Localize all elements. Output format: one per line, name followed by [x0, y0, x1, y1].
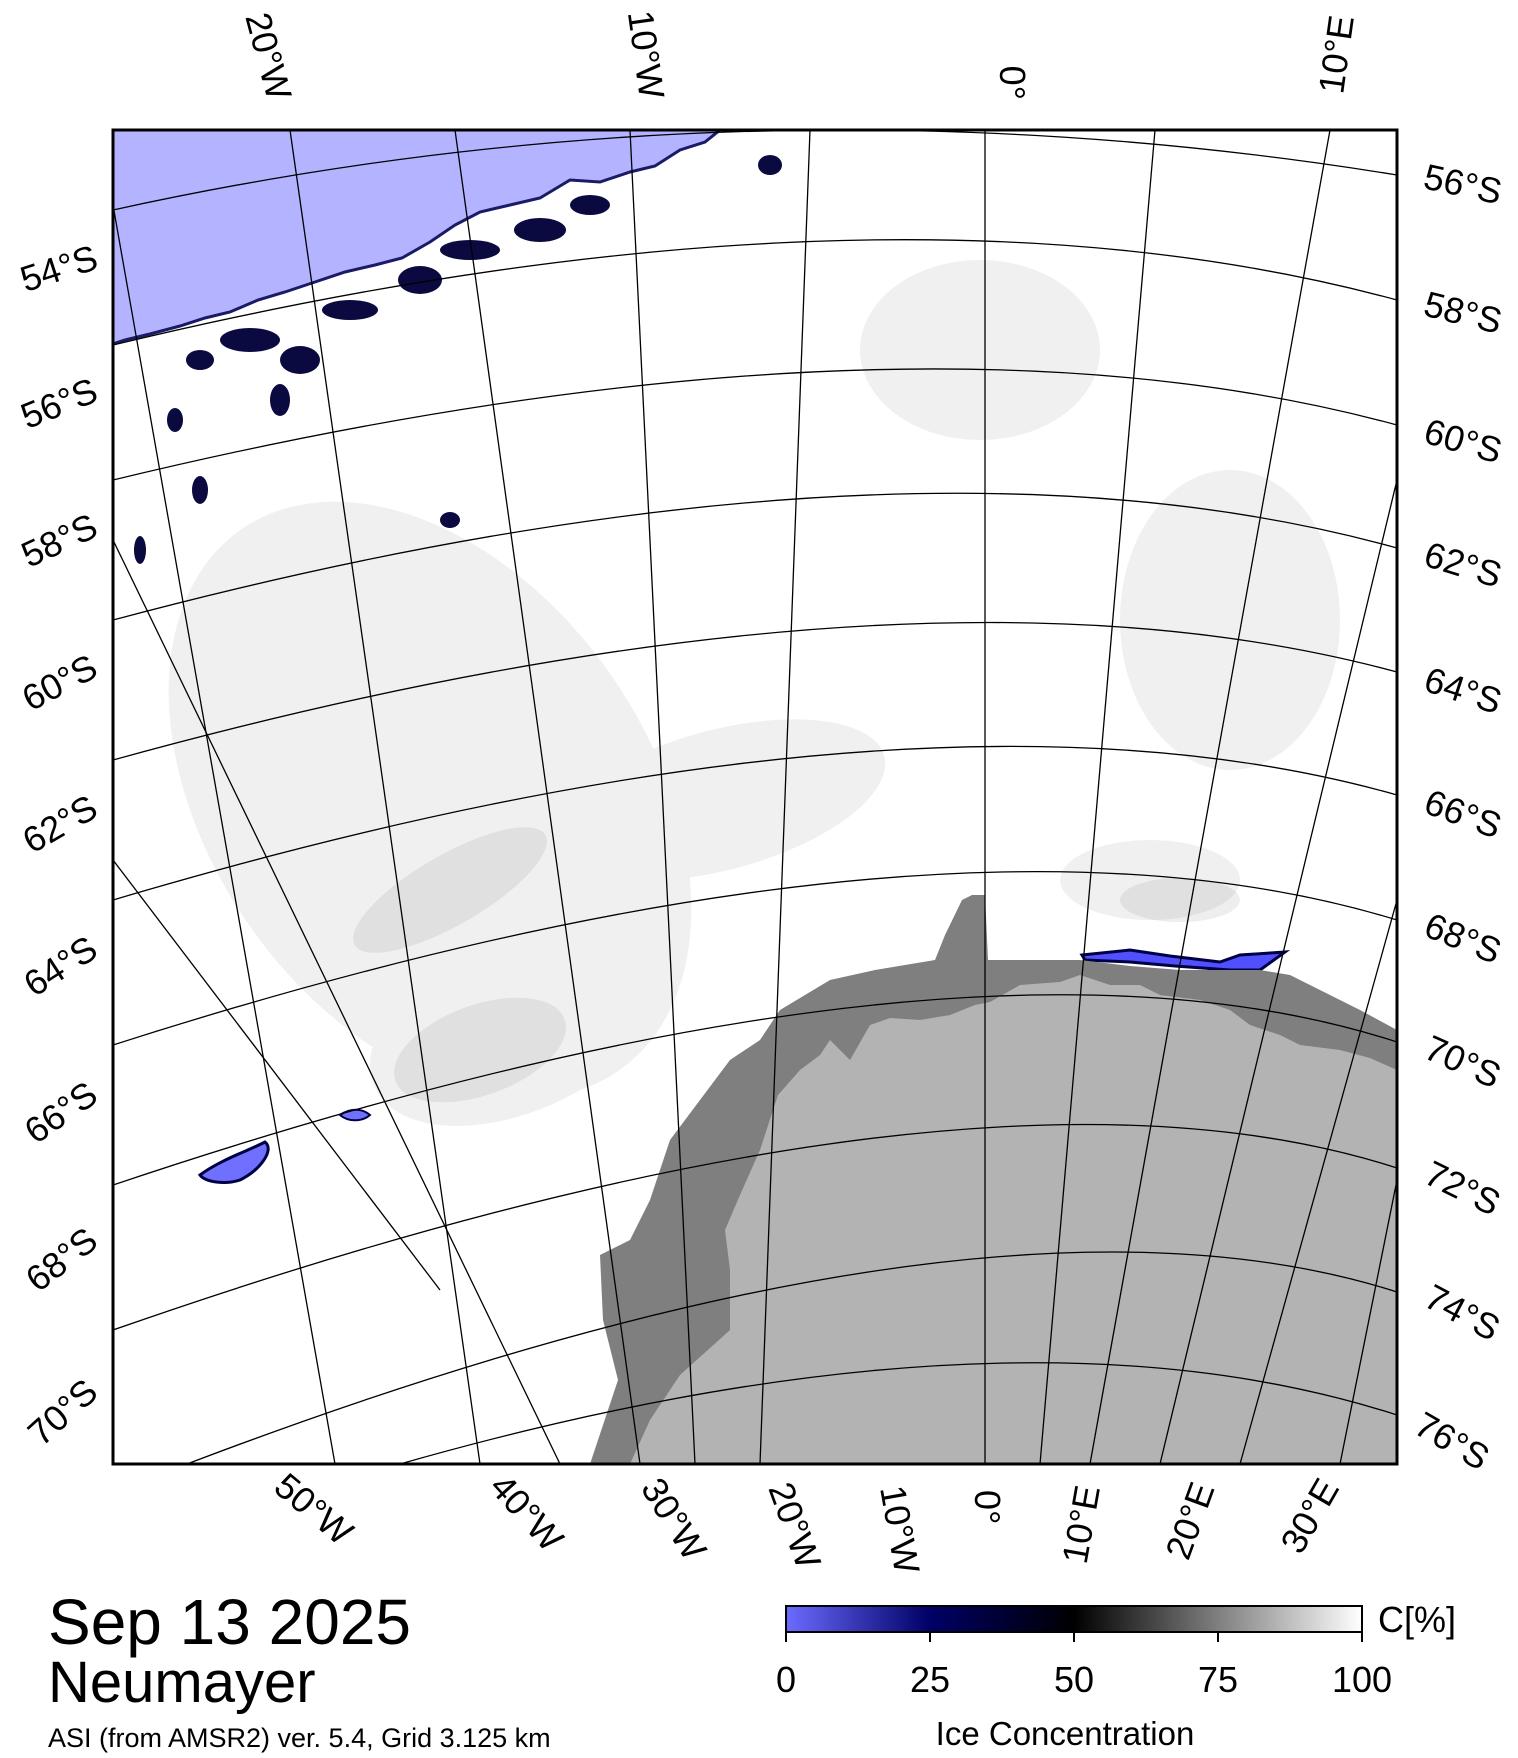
meridian-line [1339, 1179, 1397, 1464]
continent [630, 975, 1397, 1464]
left-axis-label: 66°S [17, 1073, 105, 1152]
right-axis-label: 70°S [1419, 1027, 1507, 1096]
map-frame [111, 128, 1399, 1466]
colorbar: 0 25 50 75 100 C[%] Ice Concentration [776, 1599, 1456, 1752]
meridian-line [1089, 130, 1331, 1464]
colorbar-label: Ice Concentration [936, 1715, 1195, 1752]
latitude-line [113, 368, 1397, 481]
colorbar-gradient [785, 1605, 1363, 1633]
ice-texture-darker [353, 827, 1240, 1103]
meridian-line [1239, 899, 1397, 1464]
right-axis-label: 74°S [1418, 1276, 1507, 1349]
right-axis-label: 56°S [1420, 156, 1505, 212]
latitude-line [186, 1251, 1397, 1464]
map-panel [113, 130, 1397, 1464]
colorbar-tick-label: 0 [776, 1659, 796, 1700]
bottom-axis-label: 20°W [760, 1477, 829, 1574]
latitude-line [113, 492, 1397, 621]
bottom-axis-label: 50°W [267, 1465, 361, 1553]
left-axis-label: 64°S [16, 927, 104, 1004]
bottom-axis-label: 30°E [1272, 1472, 1347, 1560]
polynya [197, 1140, 270, 1184]
latitude-line [113, 1123, 1397, 1331]
latitude-line [113, 239, 1397, 346]
bottom-axis-labels: 50°W 40°W 30°W 20°W 10°W 0° 10°E 20°E 30… [267, 1465, 1347, 1577]
left-axis-label: 54°S [15, 237, 102, 300]
left-axis-label: 60°S [15, 646, 104, 719]
meridian-line [113, 204, 336, 1464]
right-axis-label: 76°S [1408, 1403, 1496, 1478]
meridian-line [113, 859, 441, 1291]
bottom-axis-label: 0° [967, 1490, 1008, 1524]
bottom-axis-label: 10°W [872, 1482, 928, 1576]
colorbar-tick-label: 25 [910, 1659, 950, 1700]
right-axis-label: 66°S [1419, 781, 1507, 846]
left-axis-labels: 54°S 56°S 58°S 60°S 62°S 64°S 66°S 68°S … [15, 237, 105, 1454]
bottom-axis-label: 30°W [633, 1471, 715, 1568]
right-axis-label: 60°S [1420, 410, 1507, 471]
right-axis-label: 68°S [1419, 904, 1507, 971]
colorbar-tick-label: 100 [1332, 1659, 1392, 1700]
right-axis-label: 58°S [1420, 283, 1506, 342]
left-axis-label: 68°S [18, 1219, 105, 1300]
right-axis-labels: 56°S 58°S 60°S 62°S 64°S 66°S 68°S 70°S … [1408, 156, 1507, 1478]
meridian-line [454, 130, 641, 1464]
bottom-axis-label: 10°E [1054, 1482, 1108, 1566]
bottom-axis-label: 20°E [1157, 1477, 1222, 1565]
meridian-line [759, 130, 811, 1464]
top-axis-label: 10°E [1310, 13, 1362, 96]
bottom-axis-label: 40°W [482, 1466, 572, 1559]
left-axis-label: 58°S [15, 505, 103, 575]
ice-texture [168, 260, 1340, 1126]
latitude-line [399, 1362, 1397, 1464]
latitude-line [113, 994, 1397, 1186]
open-water-region [113, 130, 723, 346]
data-source-info: ASI (from AMSR2) ver. 5.4, Grid 3.125 km [48, 1723, 551, 1753]
map-date: Sep 13 2025 [48, 1586, 411, 1658]
polynya-small [338, 1108, 372, 1122]
right-axis-label: 62°S [1420, 533, 1507, 595]
left-axis-label: 62°S [16, 786, 104, 861]
meridian-line [113, 539, 561, 1464]
latitude-line [113, 870, 1397, 1046]
latitude-line [113, 621, 1397, 761]
meridian-line [289, 130, 481, 1464]
right-axis-label: 64°S [1420, 659, 1507, 722]
station-name: Neumayer [48, 1650, 316, 1715]
colorbar-tick-label: 75 [1198, 1659, 1238, 1700]
meridian-line [1159, 479, 1397, 1464]
ice-edge-speckle [134, 155, 782, 564]
latitude-line [113, 745, 1397, 901]
top-axis-labels: 20°W 10°W 0° 10°E [237, 8, 1361, 104]
meridian-line [629, 130, 696, 1464]
right-axis-label: 72°S [1418, 1152, 1506, 1223]
top-axis-label: 10°W [620, 8, 673, 101]
left-axis-label: 56°S [15, 369, 103, 436]
top-axis-label: 20°W [237, 8, 299, 104]
graticule [113, 130, 1397, 1464]
meridian-line [1039, 130, 1156, 1464]
top-axis-label: 0° [992, 66, 1033, 100]
colorbar-tick-label: 50 [1054, 1659, 1094, 1700]
left-axis-label: 70°S [20, 1370, 106, 1453]
coastal-polynya [1079, 948, 1291, 972]
colorbar-unit: C[%] [1378, 1599, 1456, 1640]
